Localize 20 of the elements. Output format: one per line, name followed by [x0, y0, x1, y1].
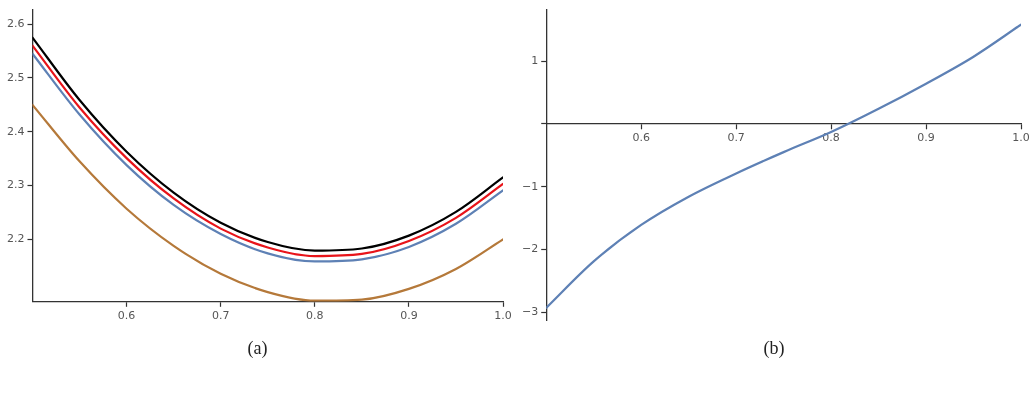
x-tick-label: 1.0: [494, 309, 512, 323]
x-tick-label: 0.7: [211, 309, 230, 323]
x-axis-title: (b): [762, 338, 786, 359]
y-tick-label: 2.3: [6, 178, 25, 192]
x-tick-label: 0.6: [632, 131, 650, 145]
y-tick-label: −3: [522, 305, 539, 319]
x-tick-label: 1.0: [1012, 131, 1030, 145]
y-tick-label: 2.2: [6, 232, 25, 246]
y-tick-label: 1: [531, 53, 539, 67]
y-tick-label: 2.5: [6, 70, 25, 84]
x-tick-label: 0.9: [400, 309, 418, 323]
x-tick-label: 0.7: [727, 131, 745, 145]
x-tick-label: 0.8: [306, 309, 324, 323]
x-tick-label: 0.9: [917, 131, 935, 145]
x-axis-title: (a): [246, 338, 269, 359]
x-tick-label: 0.6: [117, 309, 136, 323]
y-tick-label: 2.4: [6, 124, 25, 138]
y-tick-label: −1: [522, 179, 539, 193]
y-tick-label: −2: [522, 242, 539, 256]
y-tick-label: 2.6: [6, 16, 25, 30]
